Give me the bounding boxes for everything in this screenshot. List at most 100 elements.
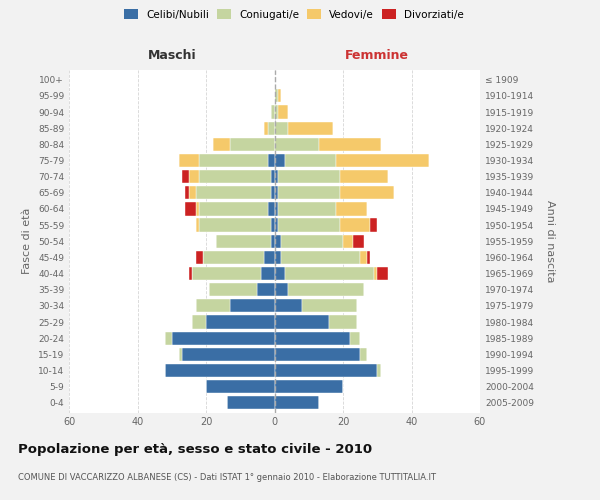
- Bar: [185, 186, 189, 200]
- Bar: [199, 202, 268, 215]
- Bar: [340, 186, 394, 200]
- Bar: [340, 218, 370, 232]
- Bar: [275, 138, 319, 151]
- Bar: [275, 186, 278, 200]
- Bar: [278, 202, 336, 215]
- Bar: [213, 138, 230, 151]
- Text: Maschi: Maschi: [148, 49, 196, 62]
- Bar: [360, 251, 367, 264]
- Bar: [193, 267, 261, 280]
- Bar: [281, 234, 343, 248]
- Bar: [275, 122, 288, 135]
- Bar: [271, 234, 275, 248]
- Bar: [377, 267, 388, 280]
- Bar: [189, 186, 196, 200]
- Bar: [189, 170, 199, 183]
- Bar: [264, 122, 268, 135]
- Bar: [285, 154, 336, 167]
- Bar: [189, 267, 193, 280]
- Bar: [275, 170, 278, 183]
- Bar: [275, 364, 377, 377]
- Bar: [209, 283, 257, 296]
- Bar: [196, 218, 199, 232]
- Bar: [329, 316, 356, 328]
- Legend: Celibi/Nubili, Coniugati/e, Vedovi/e, Divorziati/e: Celibi/Nubili, Coniugati/e, Vedovi/e, Di…: [120, 5, 468, 24]
- Bar: [278, 218, 340, 232]
- Bar: [278, 186, 340, 200]
- Bar: [275, 332, 350, 345]
- Bar: [275, 251, 281, 264]
- Bar: [196, 251, 203, 264]
- Bar: [275, 396, 319, 409]
- Text: Femmine: Femmine: [345, 49, 409, 62]
- Bar: [350, 332, 360, 345]
- Bar: [288, 122, 333, 135]
- Bar: [264, 251, 275, 264]
- Bar: [278, 106, 288, 118]
- Bar: [257, 283, 275, 296]
- Y-axis label: Anni di nascita: Anni di nascita: [545, 200, 555, 282]
- Bar: [165, 332, 172, 345]
- Bar: [275, 316, 329, 328]
- Bar: [271, 218, 275, 232]
- Bar: [182, 170, 189, 183]
- Text: COMUNE DI VACCARIZZO ALBANESE (CS) - Dati ISTAT 1° gennaio 2010 - Elaborazione T: COMUNE DI VACCARIZZO ALBANESE (CS) - Dat…: [18, 472, 436, 482]
- Bar: [275, 202, 278, 215]
- Bar: [275, 299, 302, 312]
- Bar: [275, 380, 343, 394]
- Bar: [374, 267, 377, 280]
- Bar: [185, 202, 196, 215]
- Bar: [367, 251, 370, 264]
- Y-axis label: Fasce di età: Fasce di età: [22, 208, 32, 274]
- Bar: [360, 348, 367, 361]
- Bar: [230, 138, 275, 151]
- Bar: [271, 106, 275, 118]
- Bar: [199, 170, 271, 183]
- Bar: [196, 186, 271, 200]
- Bar: [353, 234, 364, 248]
- Bar: [172, 332, 275, 345]
- Bar: [275, 234, 281, 248]
- Bar: [203, 251, 264, 264]
- Bar: [278, 170, 340, 183]
- Bar: [343, 234, 353, 248]
- Bar: [179, 154, 199, 167]
- Bar: [275, 154, 285, 167]
- Bar: [268, 154, 275, 167]
- Bar: [199, 218, 271, 232]
- Bar: [193, 316, 206, 328]
- Bar: [216, 234, 271, 248]
- Bar: [206, 380, 275, 394]
- Bar: [275, 267, 285, 280]
- Bar: [319, 138, 380, 151]
- Bar: [196, 202, 199, 215]
- Bar: [230, 299, 275, 312]
- Bar: [370, 218, 377, 232]
- Bar: [278, 89, 281, 102]
- Bar: [268, 122, 275, 135]
- Bar: [275, 218, 278, 232]
- Text: Popolazione per età, sesso e stato civile - 2010: Popolazione per età, sesso e stato civil…: [18, 442, 372, 456]
- Bar: [288, 283, 364, 296]
- Bar: [340, 170, 388, 183]
- Bar: [199, 154, 268, 167]
- Bar: [302, 299, 356, 312]
- Bar: [275, 348, 360, 361]
- Bar: [275, 106, 278, 118]
- Bar: [227, 396, 275, 409]
- Bar: [281, 251, 360, 264]
- Bar: [271, 170, 275, 183]
- Bar: [179, 348, 182, 361]
- Bar: [336, 154, 428, 167]
- Bar: [165, 364, 275, 377]
- Bar: [206, 316, 275, 328]
- Bar: [285, 267, 374, 280]
- Bar: [275, 283, 288, 296]
- Bar: [268, 202, 275, 215]
- Bar: [182, 348, 275, 361]
- Bar: [261, 267, 275, 280]
- Bar: [377, 364, 380, 377]
- Bar: [275, 89, 278, 102]
- Bar: [196, 299, 230, 312]
- Bar: [336, 202, 367, 215]
